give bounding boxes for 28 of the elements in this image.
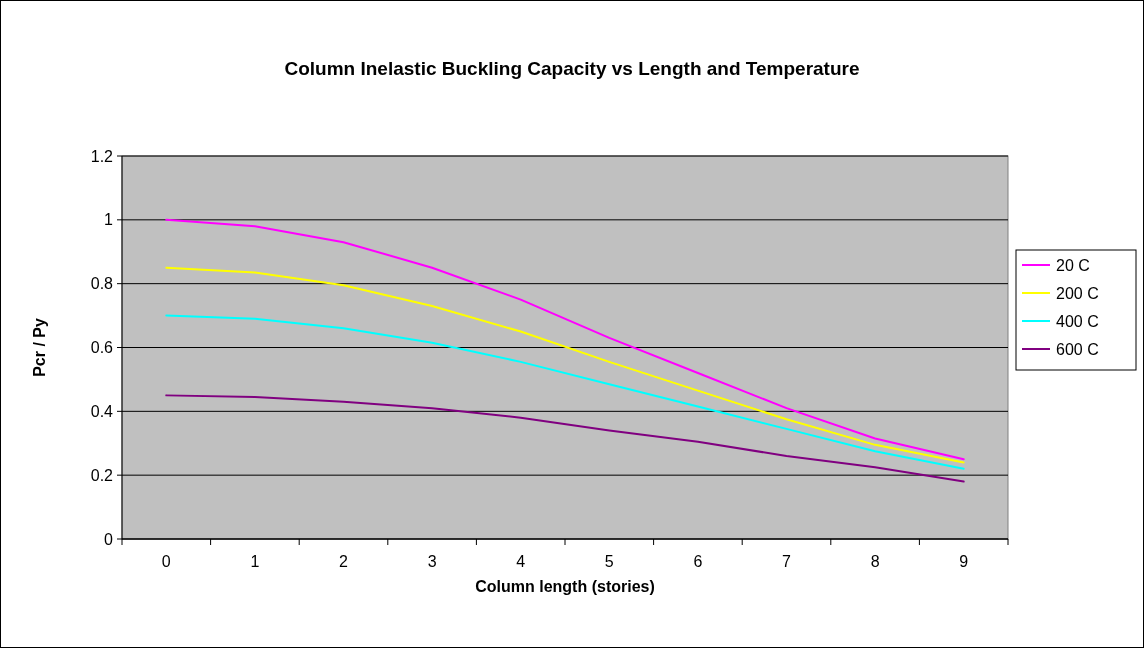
y-tick-label: 0.6 <box>90 339 114 357</box>
line-series <box>165 394 965 483</box>
x-tick-label: 2 <box>339 553 349 570</box>
x-tick-label: 3 <box>427 553 437 570</box>
line-series <box>165 266 965 464</box>
x-tick-label: 8 <box>870 553 880 570</box>
legend-label: 400 C <box>1056 312 1099 330</box>
y-tick-label: 0.8 <box>90 275 114 293</box>
y-axis-title: Pcr / Py <box>31 318 48 377</box>
x-tick-label: 6 <box>693 553 703 570</box>
legend-label: 20 C <box>1056 256 1090 274</box>
y-tick-label: 1 <box>104 211 114 229</box>
y-tick-label: 1.2 <box>90 147 114 165</box>
legend-label: 200 C <box>1056 284 1099 302</box>
line-series <box>165 218 965 461</box>
x-axis-title: Column length (stories) <box>475 578 655 595</box>
y-tick-label: 0 <box>104 530 114 548</box>
legend-label: 600 C <box>1056 340 1099 358</box>
line-series <box>165 314 965 470</box>
x-tick-label: 5 <box>604 553 614 570</box>
x-tick-label: 4 <box>516 553 526 570</box>
y-tick-label: 0.4 <box>90 402 114 420</box>
x-tick-label: 1 <box>250 553 260 570</box>
y-tick-label: 0.2 <box>90 466 114 484</box>
chart-title: Column Inelastic Buckling Capacity vs Length and Temperature <box>284 58 860 79</box>
x-tick-label: 0 <box>161 553 171 570</box>
x-tick-label: 7 <box>782 553 792 570</box>
x-tick-label: 9 <box>959 553 969 570</box>
